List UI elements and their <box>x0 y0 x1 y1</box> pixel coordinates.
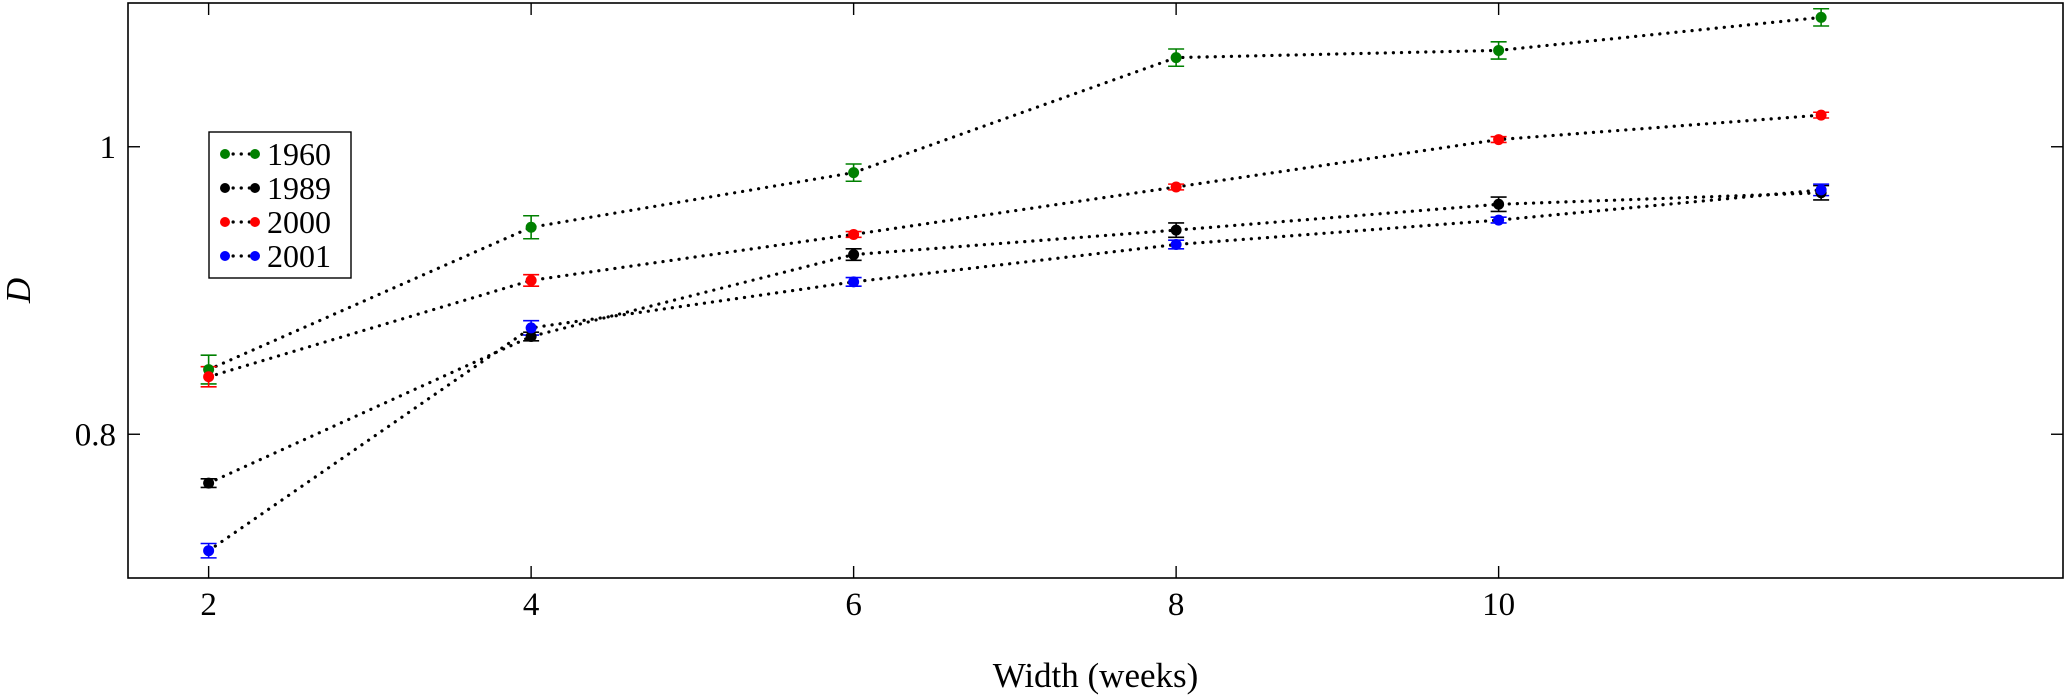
data-point-2001 <box>203 545 215 557</box>
ticks-group <box>128 3 2063 578</box>
legend-box <box>208 131 352 279</box>
x-tick-label: 6 <box>845 587 862 623</box>
data-point-2000 <box>1493 134 1505 146</box>
data-point-1960 <box>1493 44 1505 56</box>
x-tick-label: 2 <box>200 587 217 623</box>
legend-marker-1960 <box>220 149 230 159</box>
x-tick-label: 8 <box>1168 587 1185 623</box>
data-point-1989 <box>1493 198 1505 210</box>
legend-marker-2001 <box>250 251 260 261</box>
legend-marker-2001 <box>220 251 230 261</box>
data-points-group <box>203 11 1827 557</box>
legend-label-1960: 1960 <box>267 136 331 172</box>
x-tick-label: 10 <box>1482 587 1515 623</box>
legend-marker-1960 <box>250 149 260 159</box>
data-point-2001 <box>525 322 537 334</box>
axes-group <box>127 2 2064 579</box>
series-line-1989 <box>207 191 1823 485</box>
data-point-1960 <box>525 221 537 233</box>
data-point-1960 <box>1815 11 1827 23</box>
data-point-2000 <box>1815 109 1827 121</box>
y-tick-label: 0.8 <box>75 417 116 453</box>
y-tick-label: 1 <box>100 130 117 166</box>
data-point-1960 <box>1170 52 1182 64</box>
data-point-2000 <box>1170 181 1182 193</box>
legend-marker-1989 <box>220 183 230 193</box>
data-point-1989 <box>1170 224 1182 236</box>
x-axis-label: Width (weeks) <box>993 656 1199 695</box>
plot-frame <box>127 2 2064 579</box>
data-point-2000 <box>848 228 860 240</box>
x-tick-label: 4 <box>523 587 540 623</box>
error-bars-group <box>200 7 1830 559</box>
series-lines-group <box>207 15 1823 553</box>
legend-marker-2000 <box>250 217 260 227</box>
data-point-2001 <box>848 276 860 288</box>
data-point-1989 <box>203 477 215 489</box>
data-point-1989 <box>848 249 860 261</box>
tick-labels-group: 2 4 6 8 10 0.8 1 <box>75 130 1515 623</box>
legend-marker-1989 <box>250 183 260 193</box>
series-line-1960 <box>207 15 1823 372</box>
data-point-1989 <box>525 331 537 342</box>
data-point-2000 <box>203 371 215 383</box>
legend-marker-2000 <box>220 217 230 227</box>
legend-label-2000: 2000 <box>267 204 331 240</box>
data-point-2001 <box>1815 184 1827 196</box>
data-point-1960 <box>848 167 860 179</box>
series-line-2001 <box>207 188 1823 553</box>
series-line-2000 <box>207 113 1823 379</box>
data-point-2000 <box>525 274 537 286</box>
legend-label-2001: 2001 <box>267 238 331 274</box>
legend-label-1989: 1989 <box>267 170 331 206</box>
y-axis-label: D <box>0 278 38 304</box>
data-point-2001 <box>1170 239 1182 250</box>
data-point-2001 <box>1493 214 1505 226</box>
